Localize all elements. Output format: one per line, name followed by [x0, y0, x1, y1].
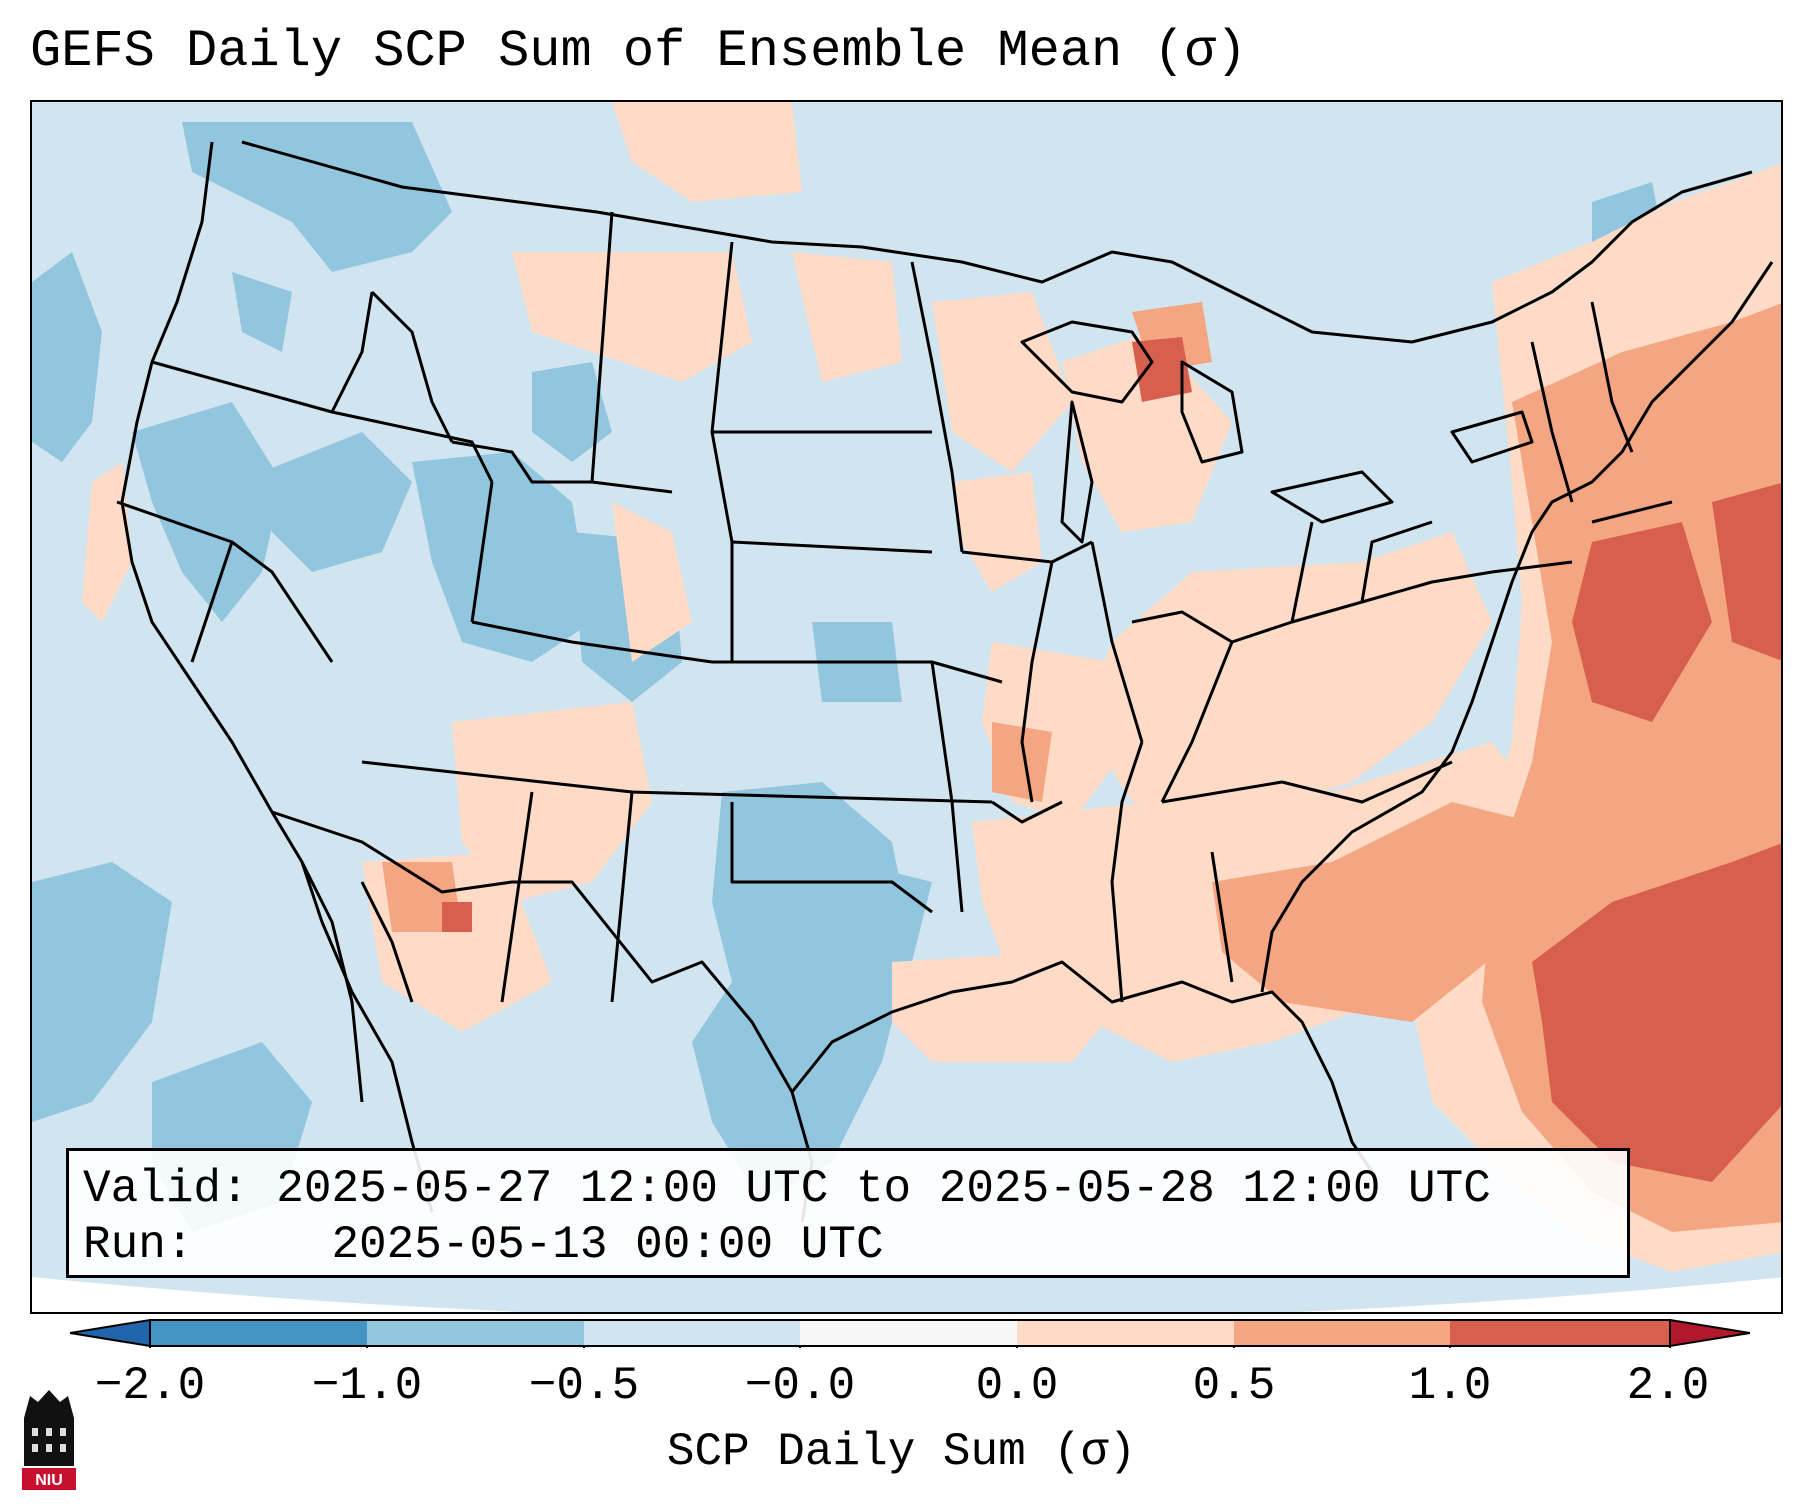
tick-label-neg0: −0.0 [744, 1360, 856, 1412]
run-row: Run: 2025-05-13 00:00 UTC [83, 1217, 1613, 1273]
tick-label-neg05: −0.5 [528, 1360, 640, 1412]
logo-text: NIU [35, 1472, 63, 1489]
run-value: 2025-05-13 00:00 UTC [331, 1219, 884, 1271]
positive-anomaly-strong [442, 337, 1781, 1182]
map-panel [30, 100, 1783, 1314]
tick-label-neg2: −2.0 [94, 1360, 206, 1412]
colorbar-bin-7 [1450, 1320, 1670, 1346]
colorbar-ticks [149, 1346, 1671, 1348]
colorbar-bin-3 [584, 1320, 800, 1346]
gulf-coast [790, 960, 1374, 1173]
colorbar-under-triangle [70, 1318, 151, 1348]
tick-label-neg1: −1.0 [311, 1360, 423, 1412]
valid-run-box: Valid: 2025-05-27 12:00 UTC to 2025-05-2… [66, 1148, 1630, 1278]
tick-label-0: 0.0 [975, 1360, 1059, 1412]
colorbar-bin-6 [1234, 1320, 1450, 1346]
boundaries [116, 140, 1774, 1223]
tick-label-1: 1.0 [1408, 1360, 1492, 1412]
projection-edge [32, 1277, 1781, 1312]
colorbar [70, 1318, 1750, 1348]
valid-value: 2025-05-27 12:00 UTC to 2025-05-28 12:00… [276, 1163, 1491, 1215]
map-canvas [32, 102, 1781, 1312]
colorbar-label: SCP Daily Sum (σ) [666, 1426, 1137, 1478]
run-label: Run: [83, 1219, 194, 1271]
colorbar-outline [149, 1319, 1671, 1347]
canada-border [241, 140, 1753, 344]
chart-title: GEFS Daily SCP Sum of Ensemble Mean (σ) [30, 22, 1247, 81]
colorbar-bin-4 [800, 1320, 1017, 1346]
colorbar-bin-2 [367, 1320, 584, 1346]
valid-label: Valid: [83, 1163, 249, 1215]
great-lakes [1020, 320, 1154, 404]
colorbar-over-triangle [1669, 1318, 1750, 1348]
valid-row: Valid: 2025-05-27 12:00 UTC to 2025-05-2… [83, 1161, 1613, 1217]
niu-logo: NIU [22, 1390, 76, 1490]
west-coast [120, 141, 364, 1103]
colorbar-bin-5 [1017, 1320, 1234, 1346]
tick-label-2: 2.0 [1626, 1360, 1710, 1412]
colorbar-bin-1 [150, 1320, 367, 1346]
tick-label-05: 0.5 [1192, 1360, 1276, 1412]
atlantic-coast [1260, 261, 1774, 993]
mexico-border [271, 810, 814, 1223]
